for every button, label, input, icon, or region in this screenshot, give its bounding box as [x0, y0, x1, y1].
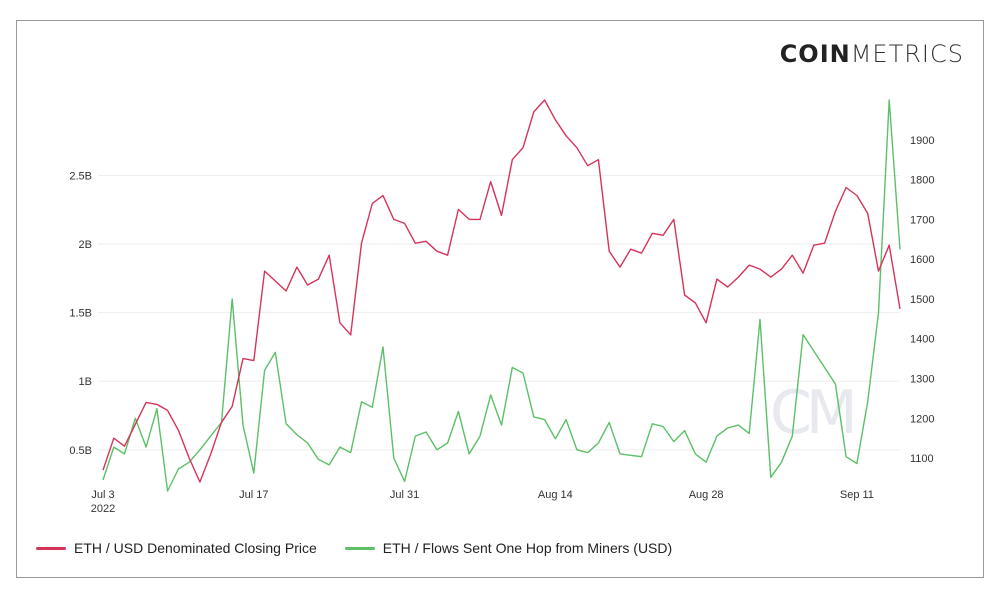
y-right-tick-label: 1500 — [910, 294, 934, 306]
y-right-tick-label: 1200 — [910, 413, 934, 425]
x-tick-sublabel: 2022 — [91, 503, 115, 515]
logo-light-text: METRICS — [850, 40, 964, 68]
logo-bold-text: COIN — [779, 40, 851, 68]
y-right-tick-label: 1700 — [910, 214, 934, 226]
legend-label-flows: ETH / Flows Sent One Hop from Miners (US… — [382, 540, 673, 556]
legend-swatch-price — [36, 546, 66, 550]
y-left-tick-label: 2B — [79, 239, 92, 251]
y-right-tick-label: 1100 — [910, 453, 934, 465]
x-tick-label: Jul 17 — [239, 489, 268, 501]
y-right-tick-label: 1600 — [910, 254, 934, 266]
legend-item-price[interactable]: ETH / USD Denominated Closing Price — [36, 540, 317, 556]
legend-swatch-flows — [344, 546, 375, 550]
y-right-tick-label: 1800 — [910, 175, 934, 187]
y-left-tick-label: 0.5B — [69, 445, 92, 457]
chart-frame — [16, 20, 984, 578]
y-left-tick-label: 1.5B — [69, 308, 92, 320]
y-left-tick-label: 1B — [79, 376, 92, 388]
y-right-tick-label: 1400 — [910, 334, 934, 346]
x-tick-label: Jul 3 — [91, 489, 114, 501]
chart-legend: ETH / USD Denominated Closing Price ETH … — [36, 540, 672, 556]
x-tick-label: Sep 11 — [840, 489, 874, 501]
legend-item-flows[interactable]: ETH / Flows Sent One Hop from Miners (US… — [344, 540, 673, 556]
x-tick-label: Aug 28 — [689, 489, 724, 501]
y-left-tick-label: 2.5B — [69, 170, 92, 182]
coinmetrics-logo: COINMETRICS — [780, 40, 964, 68]
x-tick-label: Jul 31 — [390, 489, 419, 501]
y-right-tick-label: 1300 — [910, 374, 934, 386]
series-line-price — [102, 99, 901, 483]
x-tick-label: Aug 14 — [538, 489, 573, 501]
legend-label-price: ETH / USD Denominated Closing Price — [74, 540, 317, 556]
y-right-tick-label: 1900 — [910, 135, 934, 147]
series-line-flows — [102, 99, 901, 492]
